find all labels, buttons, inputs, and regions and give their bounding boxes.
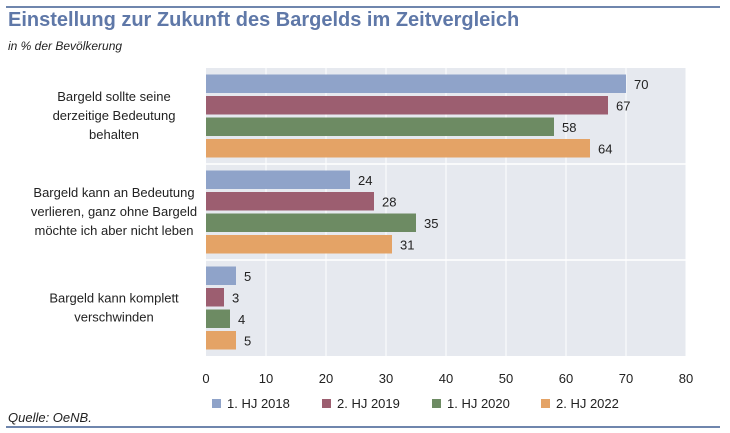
bar (206, 235, 392, 254)
legend-swatch (432, 399, 441, 408)
data-label: 3 (232, 290, 239, 305)
category-label: derzeitige Bedeutung (53, 108, 176, 123)
data-label: 35 (424, 216, 438, 231)
x-tick-label: 20 (319, 371, 333, 386)
data-label: 58 (562, 120, 576, 135)
bar (206, 288, 224, 307)
legend-label: 1. HJ 2020 (447, 396, 510, 411)
category-label: verlieren, ganz ohne Bargeld (31, 204, 197, 219)
category-label: möchte ich aber nicht leben (35, 223, 194, 238)
category-label: Bargeld kann an Bedeutung (33, 185, 194, 200)
bottom-rule (6, 426, 720, 428)
category-label: Bargeld kann komplett (49, 291, 179, 306)
data-label: 67 (616, 98, 630, 113)
category-label: behalten (89, 127, 139, 142)
x-tick-label: 60 (559, 371, 573, 386)
legend-label: 1. HJ 2018 (227, 396, 290, 411)
top-rule (6, 6, 720, 8)
bar (206, 96, 608, 115)
x-tick-label: 40 (439, 371, 453, 386)
bar (206, 139, 590, 158)
legend-label: 2. HJ 2022 (556, 396, 619, 411)
data-label: 70 (634, 77, 648, 92)
bar (206, 117, 554, 136)
data-label: 64 (598, 141, 612, 156)
source-note: Quelle: OeNB. (8, 410, 92, 425)
bar (206, 331, 236, 350)
chart-title: Einstellung zur Zukunft des Bargelds im … (8, 9, 520, 31)
bar (206, 192, 374, 211)
legend-swatch (322, 399, 331, 408)
bar (206, 309, 230, 328)
chart-subtitle: in % der Bevölkerung (8, 39, 123, 53)
legend-swatch (212, 399, 221, 408)
data-label: 24 (358, 173, 372, 188)
x-tick-label: 0 (202, 371, 209, 386)
bar (206, 74, 626, 93)
data-label: 31 (400, 237, 414, 252)
data-label: 5 (244, 269, 251, 284)
category-label: verschwinden (74, 310, 154, 325)
x-tick-label: 10 (259, 371, 273, 386)
data-label: 5 (244, 333, 251, 348)
x-tick-label: 30 (379, 371, 393, 386)
legend-swatch (541, 399, 550, 408)
x-tick-label: 50 (499, 371, 513, 386)
x-tick-label: 80 (679, 371, 693, 386)
bar (206, 213, 416, 232)
bar (206, 266, 236, 285)
legend-label: 2. HJ 2019 (337, 396, 400, 411)
category-label: Bargeld sollte seine (57, 89, 170, 104)
bar (206, 170, 350, 189)
data-label: 28 (382, 194, 396, 209)
x-tick-label: 70 (619, 371, 633, 386)
data-label: 4 (238, 312, 245, 327)
